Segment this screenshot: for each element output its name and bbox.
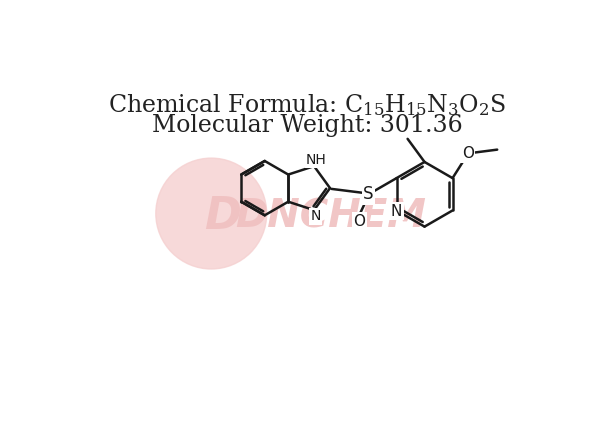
Text: O: O <box>462 146 474 161</box>
Text: S: S <box>363 185 374 203</box>
Text: N: N <box>391 204 402 219</box>
Text: Molecular Weight: 301.36: Molecular Weight: 301.36 <box>152 114 463 137</box>
Circle shape <box>156 158 266 269</box>
Text: NH: NH <box>306 153 327 167</box>
Text: N: N <box>310 209 321 223</box>
Text: O: O <box>353 214 365 229</box>
Text: D: D <box>204 195 241 238</box>
Text: Chemical Formula: $\mathregular{C_{15}H_{15}N_3O_2S}$: Chemical Formula: $\mathregular{C_{15}H_… <box>109 92 506 118</box>
Text: DNCHEM: DNCHEM <box>235 197 426 235</box>
